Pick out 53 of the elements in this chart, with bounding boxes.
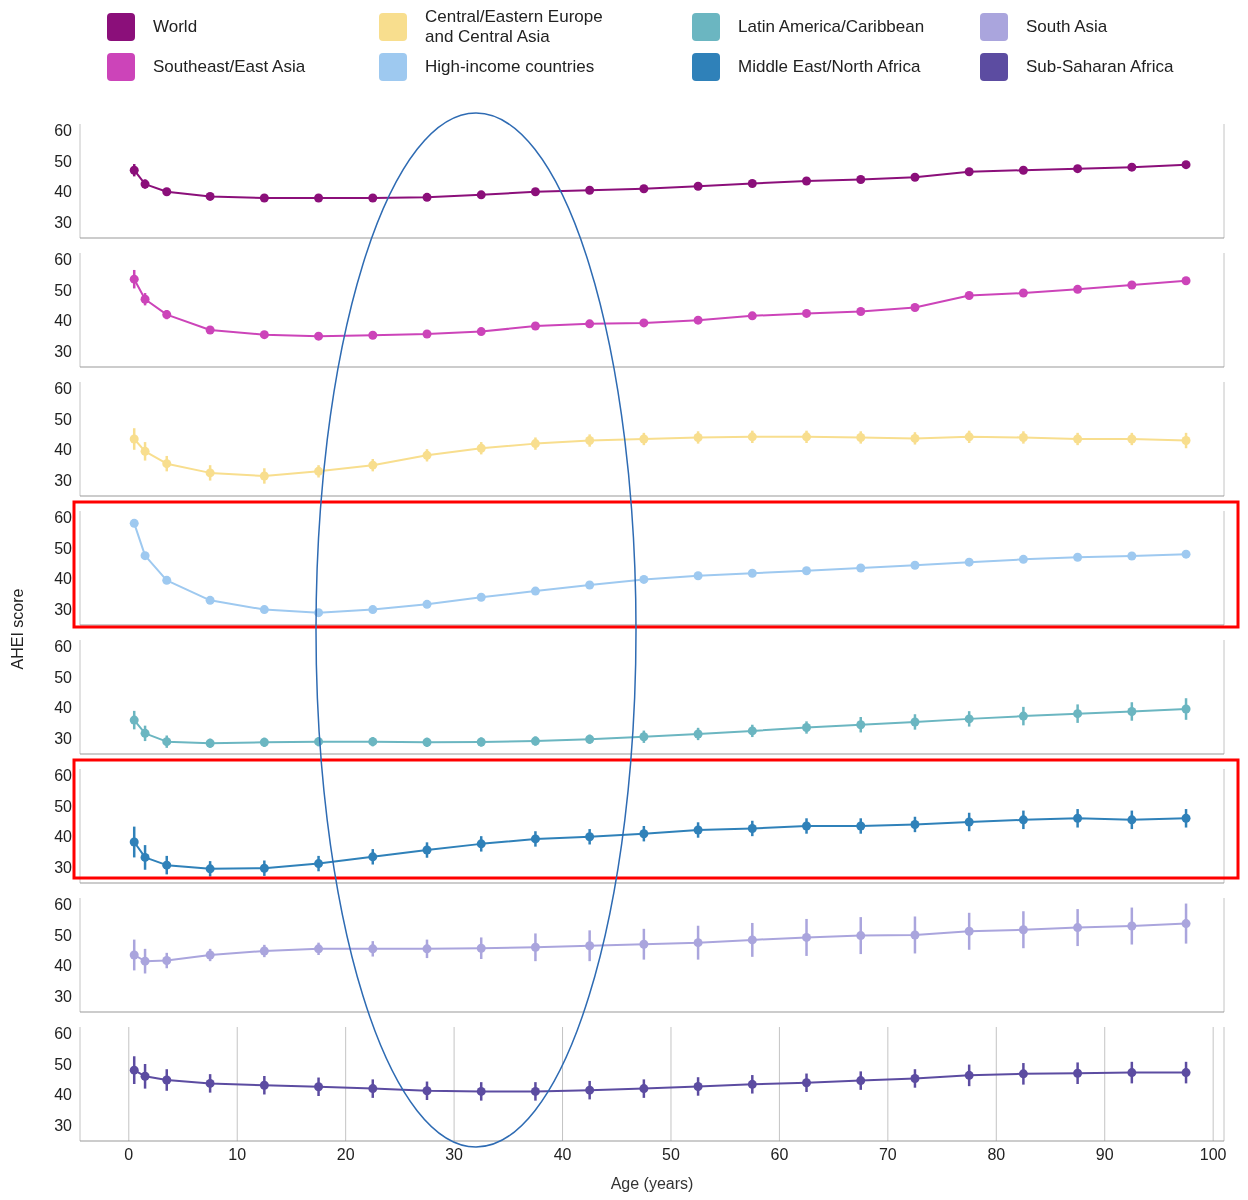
x-tick-label: 80 [987,1146,1006,1164]
y-tick-label: 50 [54,281,73,299]
y-tick-label: 40 [54,570,73,588]
x-tick-label: 50 [662,1146,680,1164]
y-tick-label: 30 [54,214,73,232]
y-tick-label: 40 [54,828,73,846]
x-tick-label: 70 [878,1146,897,1164]
x-tick-label: 100 [1199,1146,1227,1164]
y-tick-label: 50 [54,668,73,686]
y-tick-label: 30 [54,730,73,748]
y-tick-label: 50 [54,410,73,428]
y-tick-label: 60 [54,1024,73,1042]
y-tick-label: 30 [54,1117,73,1135]
y-tick-label: 30 [54,601,73,619]
y-tick-label: 50 [54,797,73,815]
x-tick-label: 10 [228,1146,247,1164]
legend-label: Latin America/Caribbean [738,17,926,37]
legend-label: World [153,17,199,37]
x-tick-label: 0 [124,1146,134,1164]
x-tick-label: 20 [336,1146,355,1164]
legend-label: Middle East/North Africa [738,57,922,77]
y-tick-label: 60 [54,637,73,655]
legend-label: Central/Eastern Europe and Central Asia [425,7,604,47]
legend-label: Sub-Saharan Africa [1026,57,1175,77]
legend-label: High-income countries [425,57,596,77]
x-tick-label: 60 [770,1146,789,1164]
y-tick-label: 50 [54,152,73,170]
y-tick-label: 30 [54,343,73,361]
y-tick-label: 40 [54,312,73,330]
y-tick-label: 40 [54,441,73,459]
x-tick-label: 90 [1095,1146,1114,1164]
y-tick-label: 50 [54,1055,73,1073]
y-tick-label: 40 [54,1086,73,1104]
y-tick-label: 60 [54,508,73,526]
y-tick-label: 50 [54,539,73,557]
y-tick-label: 30 [54,472,73,490]
y-tick-label: 50 [54,926,73,944]
y-tick-label: 40 [54,183,73,201]
y-tick-label: 60 [54,250,73,268]
y-tick-label: 40 [54,957,73,975]
y-tick-label: 60 [54,895,73,913]
legend-label: Southeast/East Asia [153,57,307,77]
x-tick-label: 40 [553,1146,572,1164]
y-tick-label: 30 [54,988,73,1006]
y-tick-label: 60 [54,766,73,784]
y-axis-title: AHEI score [8,587,27,672]
y-tick-label: 60 [54,121,73,139]
x-tick-label: 30 [445,1146,464,1164]
legend-label: South Asia [1026,17,1109,37]
y-tick-label: 30 [54,859,73,877]
x-axis-title: Age (years) [610,1175,694,1192]
y-tick-label: 40 [54,699,73,717]
y-tick-label: 60 [54,379,73,397]
